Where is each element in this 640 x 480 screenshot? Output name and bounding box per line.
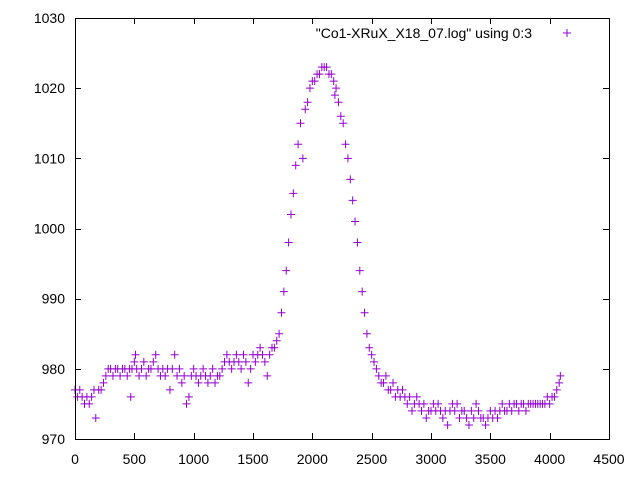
x-tick-label: 3000	[415, 451, 446, 467]
x-tick-label: 0	[71, 451, 79, 467]
x-tick-label: 2000	[297, 451, 328, 467]
y-tick-label: 1030	[34, 10, 65, 26]
y-tick-label: 980	[42, 361, 66, 377]
y-tick-label: 1020	[34, 80, 65, 96]
x-tick-label: 500	[123, 451, 147, 467]
y-tick-label: 970	[42, 431, 66, 447]
x-tick-label: 4000	[534, 451, 565, 467]
x-tick-label: 1000	[178, 451, 209, 467]
x-tick-label: 2500	[356, 451, 387, 467]
x-tick-label: 4500	[593, 451, 624, 467]
y-tick-label: 990	[42, 291, 66, 307]
x-tick-label: 1500	[237, 451, 268, 467]
legend-label: "Co1-XRuX_X18_07.log" using 0:3	[316, 25, 532, 41]
y-tick-label: 1010	[34, 150, 65, 166]
y-tick-label: 1000	[34, 221, 65, 237]
x-tick-label: 3500	[475, 451, 506, 467]
